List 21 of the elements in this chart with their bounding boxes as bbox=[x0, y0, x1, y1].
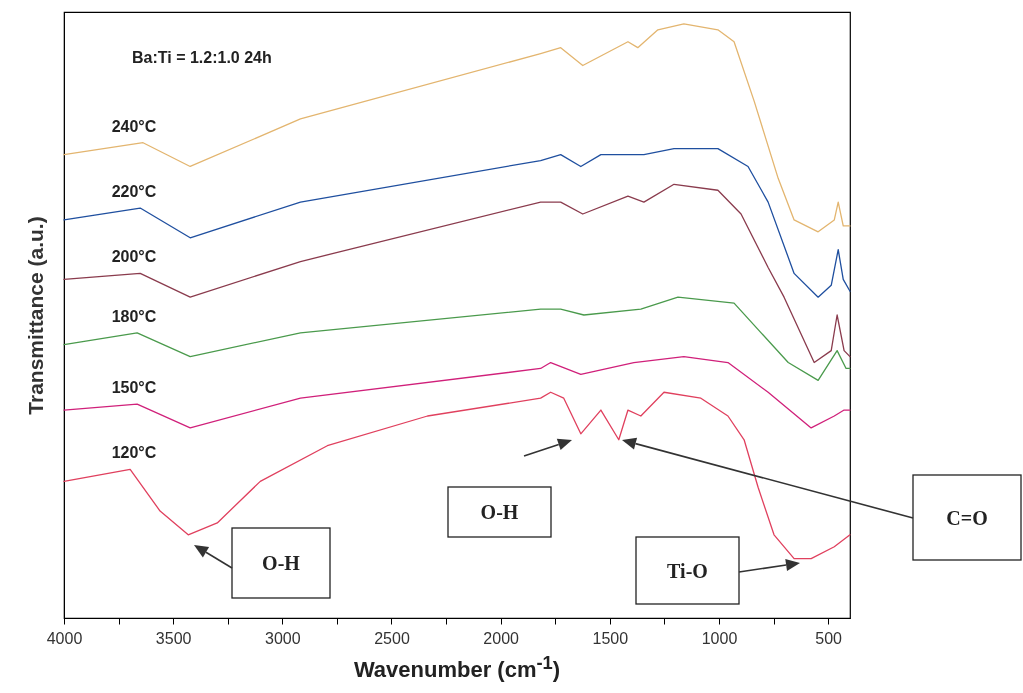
x-tick-label: 1500 bbox=[592, 629, 629, 647]
annotation: Ti-O bbox=[667, 559, 708, 582]
text: C=O bbox=[946, 506, 988, 529]
x-axis-title: Wavenumber (cm$^{-1}$) bbox=[353, 652, 561, 684]
x-tick-label: 3000 bbox=[265, 629, 301, 647]
series-label: 180°C bbox=[111, 307, 157, 325]
series-label: 150°C bbox=[111, 379, 157, 397]
series-label: 120°C bbox=[111, 444, 157, 462]
annotation: O-H bbox=[262, 552, 301, 574]
series-label: 200°C bbox=[111, 248, 157, 266]
annotation: O-H bbox=[480, 501, 519, 523]
x-tick-label: 4000 bbox=[46, 629, 83, 647]
series-label: 220°C bbox=[111, 183, 157, 201]
x-tick-label: 1000 bbox=[701, 629, 738, 647]
x-tick-label: 500 bbox=[815, 629, 843, 647]
x-tick-label: 3500 bbox=[155, 629, 192, 647]
annotation: Ba:Ti = 1.2:1.0 24h bbox=[132, 49, 272, 66]
x-tick-label: 2500 bbox=[374, 629, 410, 647]
series-label: 240°C bbox=[111, 117, 157, 135]
x-tick-label: 2000 bbox=[483, 629, 520, 647]
y-axis-title: Transmittance (a.u.) bbox=[23, 216, 47, 415]
